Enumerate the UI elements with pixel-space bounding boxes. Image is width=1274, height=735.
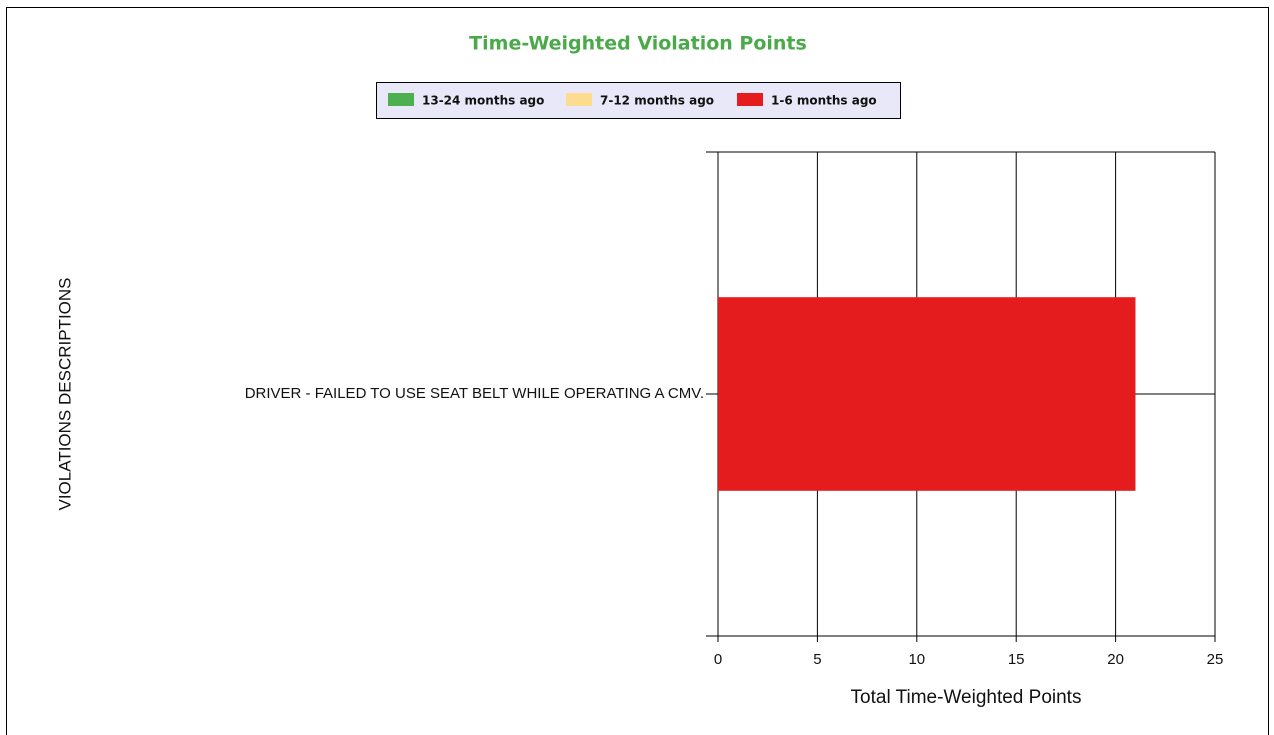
x-tick-label: 0 <box>714 651 722 668</box>
x-tick-label: 25 <box>1207 651 1224 668</box>
y-tick-label: DRIVER - FAILED TO USE SEAT BELT WHILE O… <box>245 385 704 402</box>
legend-label: 1-6 months ago <box>771 94 877 108</box>
legend-box <box>376 82 901 119</box>
legend-swatch <box>388 93 414 106</box>
legend-swatch <box>737 93 763 106</box>
x-tick-label: 10 <box>908 651 925 668</box>
legend-swatch <box>566 93 592 106</box>
chart-title: Time-Weighted Violation Points <box>469 33 807 55</box>
legend-label: 13-24 months ago <box>422 94 544 108</box>
x-tick-label: 20 <box>1107 651 1124 668</box>
x-tick-label: 5 <box>813 651 821 668</box>
x-axis-title: Total Time-Weighted Points <box>851 687 1082 708</box>
y-axis-title: VIOLATIONS DESCRIPTIONS <box>55 277 74 510</box>
x-tick-label: 15 <box>1008 651 1025 668</box>
bar <box>718 297 1136 491</box>
legend-label: 7-12 months ago <box>600 94 714 108</box>
